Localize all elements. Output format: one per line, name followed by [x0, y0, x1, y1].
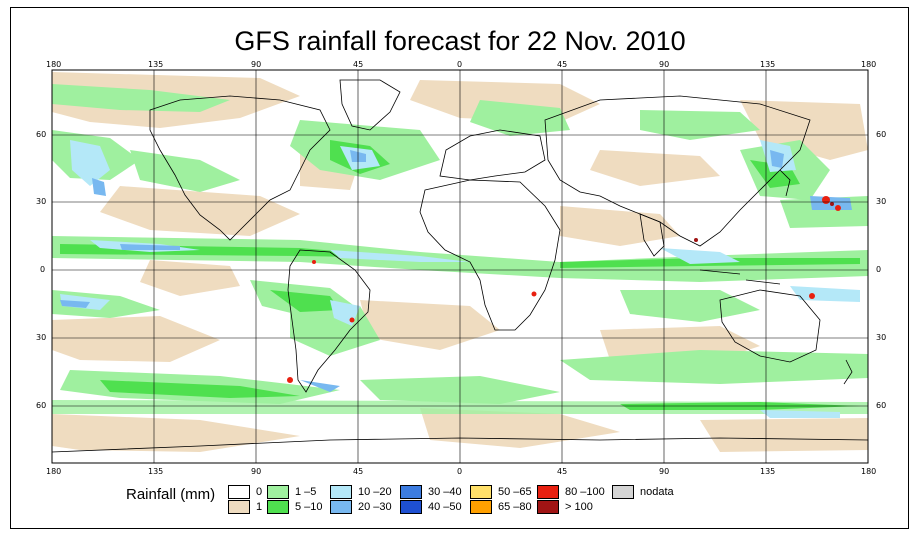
legend-label: 30 –40 [428, 486, 462, 498]
top-lon-tick: 135 [148, 60, 164, 69]
legend-swatch-12 [612, 485, 634, 499]
right-lat-tick: 30 [876, 197, 887, 206]
graticule [52, 70, 868, 463]
bottom-lon-tick: 90 [251, 467, 262, 476]
left-lat-tick: 0 [40, 265, 46, 274]
bottom-lon-tick: 180 [46, 467, 62, 476]
right-lat-tick: 30 [876, 333, 887, 342]
left-lat-tick: 30 [36, 333, 47, 342]
rain-gt100mm-layer [694, 202, 834, 242]
top-lon-tick: 90 [251, 60, 262, 69]
legend-swatch-4 [330, 485, 352, 499]
legend-label: 65 –80 [498, 501, 532, 513]
bottom-lon-tick: 135 [148, 467, 164, 476]
bottom-lon-tick: 45 [557, 467, 568, 476]
top-lon-tick: 45 [557, 60, 568, 69]
legend-swatch-1 [228, 500, 250, 514]
left-lat-tick: 30 [36, 197, 47, 206]
legend-label: 1 –5 [295, 486, 317, 498]
legend-label: nodata [640, 486, 674, 498]
figure-frame [10, 7, 909, 529]
left-lat-tick: 60 [36, 401, 47, 410]
top-lon-tick: 180 [861, 60, 877, 69]
rain-80-100mm-layer [287, 196, 841, 383]
legend-swatch-5 [330, 500, 352, 514]
map-title: GFS rainfall forecast for 22 Nov. 2010 [234, 26, 686, 56]
legend-label: 80 –100 [565, 486, 605, 498]
legend-swatch-9 [470, 500, 492, 514]
legend-swatch-11 [537, 500, 559, 514]
top-lon-tick: 45 [353, 60, 364, 69]
bottom-lon-tick: 180 [861, 467, 877, 476]
legend-swatch-7 [400, 500, 422, 514]
legend-swatch-8 [470, 485, 492, 499]
legend-label: 0 [256, 486, 263, 498]
legend-label: 50 –65 [498, 486, 532, 498]
legend-label: 5 –10 [295, 501, 323, 513]
map-border [51, 69, 869, 464]
legend-label: > 100 [565, 501, 593, 513]
right-lat-tick: 0 [876, 265, 882, 274]
legend-swatch-2 [267, 485, 289, 499]
legend-label: 20 –30 [358, 501, 392, 513]
top-lon-tick: 0 [457, 60, 463, 69]
legend-label: 40 –50 [428, 501, 462, 513]
legend-swatch-6 [400, 485, 422, 499]
legend-swatch-0 [228, 485, 250, 499]
top-lon-tick: 180 [46, 60, 62, 69]
legend-label: 10 –20 [358, 486, 392, 498]
legend-label: 1 [256, 501, 263, 513]
top-lon-tick: 135 [760, 60, 776, 69]
legend-swatch-3 [267, 500, 289, 514]
legend-title: Rainfall (mm) [126, 486, 216, 503]
left-lat-tick: 60 [36, 130, 47, 139]
right-lat-tick: 60 [876, 130, 887, 139]
right-lat-tick: 60 [876, 401, 887, 410]
bottom-lon-tick: 135 [760, 467, 776, 476]
top-lon-tick: 90 [659, 60, 670, 69]
bottom-lon-tick: 0 [457, 467, 463, 476]
bottom-lon-tick: 90 [659, 467, 670, 476]
legend-swatch-10 [537, 485, 559, 499]
bottom-lon-tick: 45 [353, 467, 364, 476]
